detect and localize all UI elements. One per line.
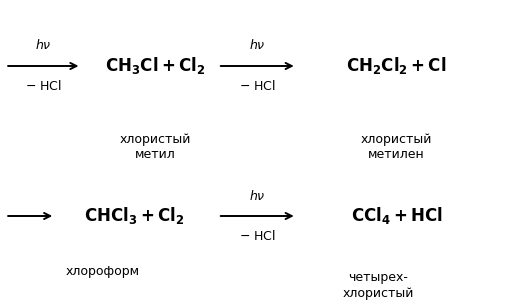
Text: $\mathbf{CH_2Cl_2 + Cl}$: $\mathbf{CH_2Cl_2 + Cl}$ bbox=[346, 56, 447, 76]
Text: $h\nu$: $h\nu$ bbox=[35, 38, 52, 52]
Text: $-$ HCl: $-$ HCl bbox=[25, 80, 62, 94]
Text: хлористый
метил: хлористый метил bbox=[119, 134, 191, 161]
Text: $-$ HCl: $-$ HCl bbox=[239, 80, 276, 94]
Text: четырех-
хлористый
углерод: четырех- хлористый углерод bbox=[342, 272, 414, 300]
Text: $-$ HCl: $-$ HCl bbox=[239, 230, 276, 244]
Text: $h\nu$: $h\nu$ bbox=[249, 38, 266, 52]
Text: $h\nu$: $h\nu$ bbox=[249, 188, 266, 203]
Text: $\mathbf{CHCl_3 + Cl_2}$: $\mathbf{CHCl_3 + Cl_2}$ bbox=[84, 206, 184, 226]
Text: хлороформ: хлороформ bbox=[65, 266, 140, 278]
Text: $\mathbf{CCl_4 + HCl}$: $\mathbf{CCl_4 + HCl}$ bbox=[351, 206, 442, 226]
Text: хлористый
метилен: хлористый метилен bbox=[361, 134, 432, 161]
Text: $\mathbf{CH_3Cl + Cl_2}$: $\mathbf{CH_3Cl + Cl_2}$ bbox=[105, 56, 205, 76]
